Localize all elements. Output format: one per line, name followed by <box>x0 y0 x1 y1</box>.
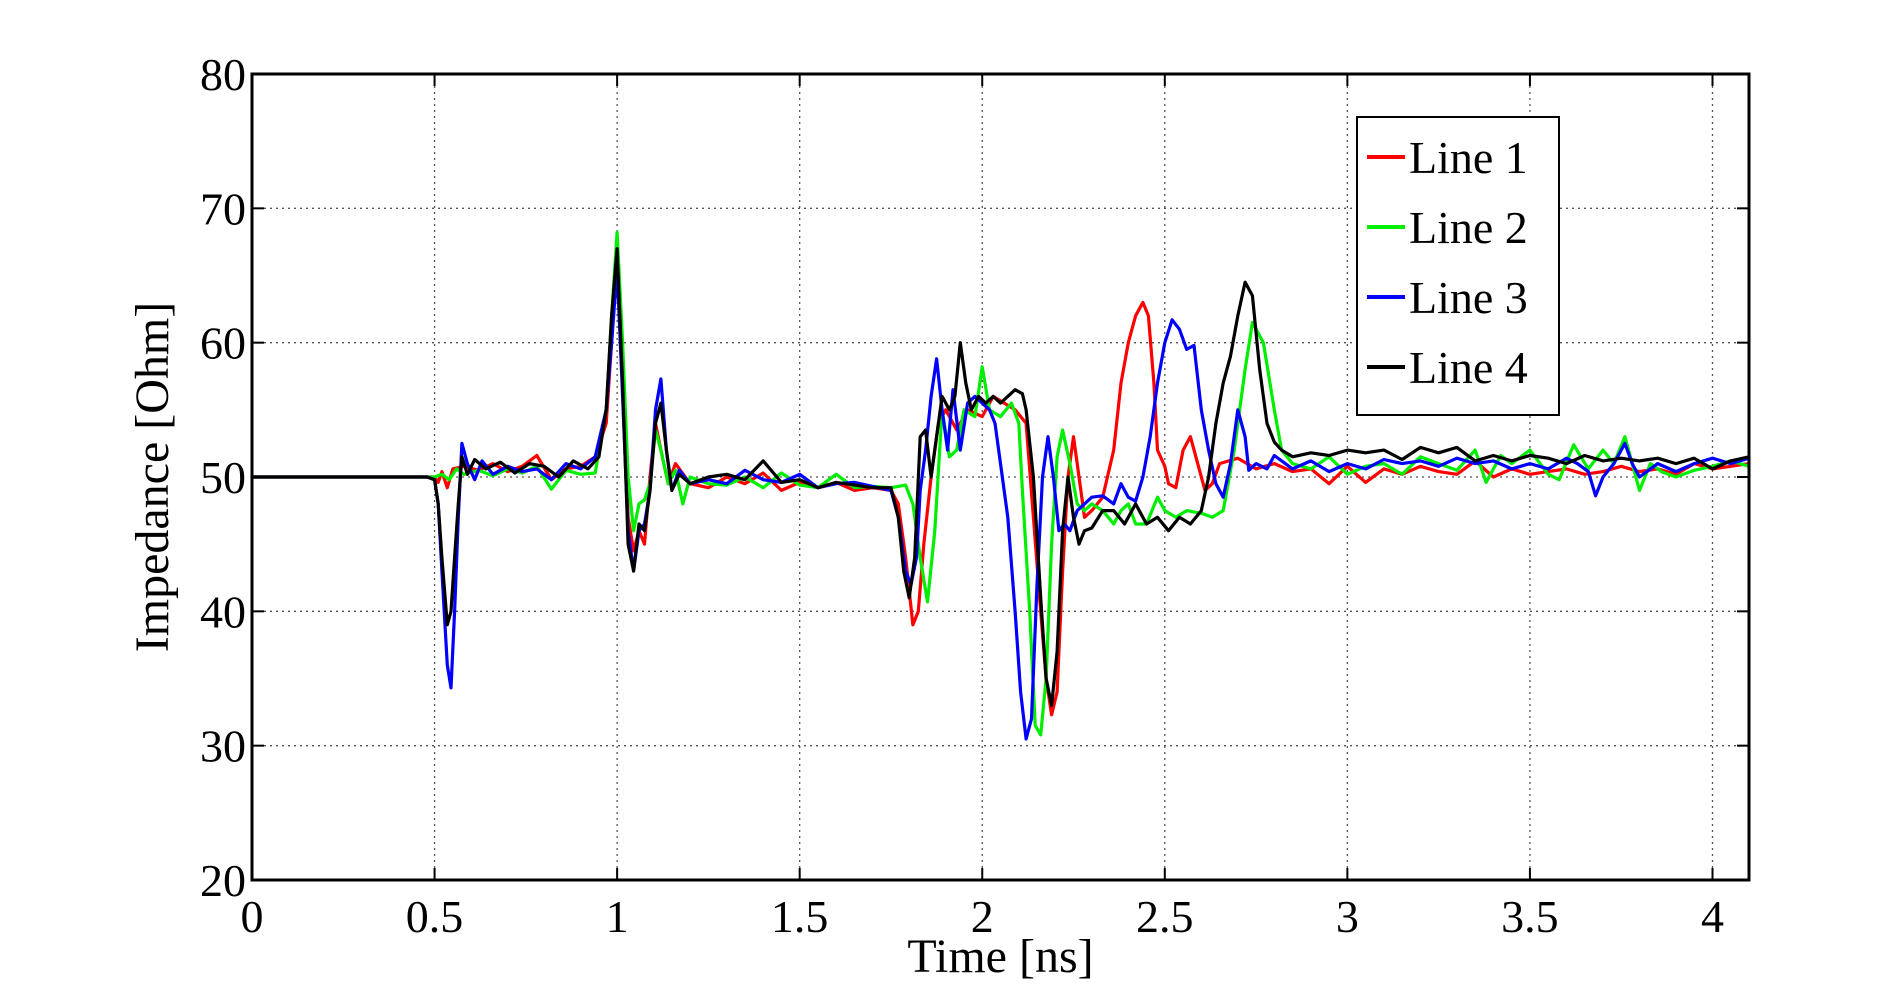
legend-label: Line 4 <box>1409 342 1528 393</box>
y-tick-label: 60 <box>200 318 246 369</box>
x-axis-title: Time [ns] <box>907 930 1093 983</box>
legend-label: Line 2 <box>1409 202 1528 253</box>
y-tick-label: 70 <box>200 183 246 234</box>
y-tick-label: 50 <box>200 452 246 503</box>
x-tick-label: 0 <box>241 891 264 942</box>
x-tick-label: 0.5 <box>406 891 464 942</box>
x-axis-tick-labels: 0 0.5 1 1.5 2 2.5 3 3.5 4 <box>241 891 1724 942</box>
x-tick-label: 1 <box>606 891 629 942</box>
y-tick-label: 40 <box>200 586 246 637</box>
y-tick-label: 30 <box>200 721 246 772</box>
y-tick-label: 20 <box>200 855 246 906</box>
y-axis-tick-labels: 20 30 40 50 60 70 80 <box>200 49 246 906</box>
x-tick-label: 3 <box>1336 891 1359 942</box>
x-tick-label: 4 <box>1701 891 1724 942</box>
x-tick-label: 1.5 <box>771 891 829 942</box>
series-line-4 <box>250 247 1751 707</box>
legend: Line 1 Line 2 Line 3 Line 4 <box>1356 116 1560 416</box>
y-axis-title: Impedance [Ohm] <box>126 302 179 653</box>
y-tick-label: 80 <box>200 49 246 100</box>
x-tick-label: 3.5 <box>1501 891 1559 942</box>
series-line-3 <box>250 267 1751 741</box>
x-tick-label: 2.5 <box>1136 891 1194 942</box>
series-lines <box>250 230 1751 741</box>
legend-label: Line 3 <box>1409 272 1528 323</box>
x-tick-label: 2 <box>971 891 994 942</box>
legend-label: Line 1 <box>1409 132 1528 183</box>
axis-ticks <box>251 73 1749 881</box>
